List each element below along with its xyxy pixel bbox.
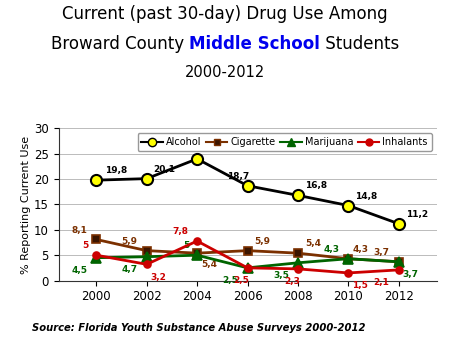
Text: 3,7: 3,7 — [374, 248, 390, 257]
Alcohol — [144, 176, 149, 180]
Inhalants — [94, 253, 99, 257]
Inhalants — [245, 266, 250, 270]
Cigarette — [194, 251, 200, 255]
Text: 5,4: 5,4 — [305, 239, 321, 248]
Line: Marijuana: Marijuana — [91, 250, 404, 273]
Marijuana — [346, 257, 351, 261]
Marijuana — [396, 260, 401, 264]
Inhalants — [346, 271, 351, 275]
Line: Inhalants: Inhalants — [93, 238, 402, 276]
Legend: Alcohol, Cigarette, Marijuana, Inhalants: Alcohol, Cigarette, Marijuana, Inhalants — [138, 133, 432, 151]
Marijuana — [245, 266, 250, 270]
Text: 5: 5 — [183, 241, 189, 250]
Inhalants — [396, 268, 401, 272]
Text: 20,1: 20,1 — [153, 165, 176, 174]
Text: 14,8: 14,8 — [355, 192, 378, 200]
Line: Cigarette: Cigarette — [92, 235, 403, 266]
Cigarette — [295, 251, 301, 255]
Text: 1,5: 1,5 — [352, 281, 369, 290]
Cigarette — [346, 257, 351, 261]
Cigarette — [144, 249, 149, 253]
Cigarette — [245, 249, 250, 253]
Text: 5: 5 — [82, 241, 89, 250]
Text: Source: Florida Youth Substance Abuse Surveys 2000-2012: Source: Florida Youth Substance Abuse Su… — [32, 323, 365, 333]
Alcohol — [194, 157, 200, 161]
Text: 4,3: 4,3 — [352, 245, 369, 254]
Text: 3,5: 3,5 — [273, 271, 289, 280]
Text: 4,3: 4,3 — [323, 245, 339, 254]
Text: 3,7: 3,7 — [403, 270, 419, 279]
Alcohol — [295, 193, 301, 197]
Text: 4,7: 4,7 — [122, 265, 138, 274]
Text: 5,4: 5,4 — [201, 260, 217, 269]
Text: 2,1: 2,1 — [374, 278, 390, 287]
Alcohol — [346, 203, 351, 208]
Text: 7,8: 7,8 — [172, 227, 188, 236]
Alcohol — [94, 178, 99, 182]
Text: 2,3: 2,3 — [284, 277, 300, 286]
Inhalants — [144, 262, 149, 266]
Text: 3,2: 3,2 — [151, 272, 167, 282]
Marijuana — [94, 256, 99, 260]
Text: 2,5: 2,5 — [222, 276, 239, 285]
Y-axis label: % Reporting Current Use: % Reporting Current Use — [21, 136, 31, 273]
Marijuana — [194, 253, 200, 257]
Line: Alcohol: Alcohol — [91, 153, 404, 229]
Inhalants — [295, 267, 301, 271]
Text: 8,1: 8,1 — [71, 225, 87, 235]
Text: Middle School: Middle School — [189, 35, 320, 53]
Cigarette — [94, 237, 99, 241]
Text: Students: Students — [320, 35, 399, 53]
Text: 4,5: 4,5 — [71, 266, 87, 275]
Text: 11,2: 11,2 — [405, 210, 428, 219]
Cigarette — [396, 260, 401, 264]
Text: 19,8: 19,8 — [105, 166, 127, 175]
Text: 2,5: 2,5 — [234, 276, 249, 285]
Text: 2000-2012: 2000-2012 — [185, 65, 265, 80]
Text: 5,9: 5,9 — [254, 237, 270, 246]
Marijuana — [144, 255, 149, 259]
Text: 18,7: 18,7 — [227, 172, 249, 181]
Alcohol — [396, 222, 401, 226]
Text: 16,8: 16,8 — [305, 182, 327, 190]
Text: Current (past 30-day) Drug Use Among: Current (past 30-day) Drug Use Among — [62, 5, 388, 23]
Alcohol — [245, 184, 250, 188]
Inhalants — [194, 239, 200, 243]
Text: 24: 24 — [197, 145, 210, 154]
Text: Broward County: Broward County — [51, 35, 189, 53]
Marijuana — [295, 261, 301, 265]
Text: 5,9: 5,9 — [122, 237, 138, 246]
